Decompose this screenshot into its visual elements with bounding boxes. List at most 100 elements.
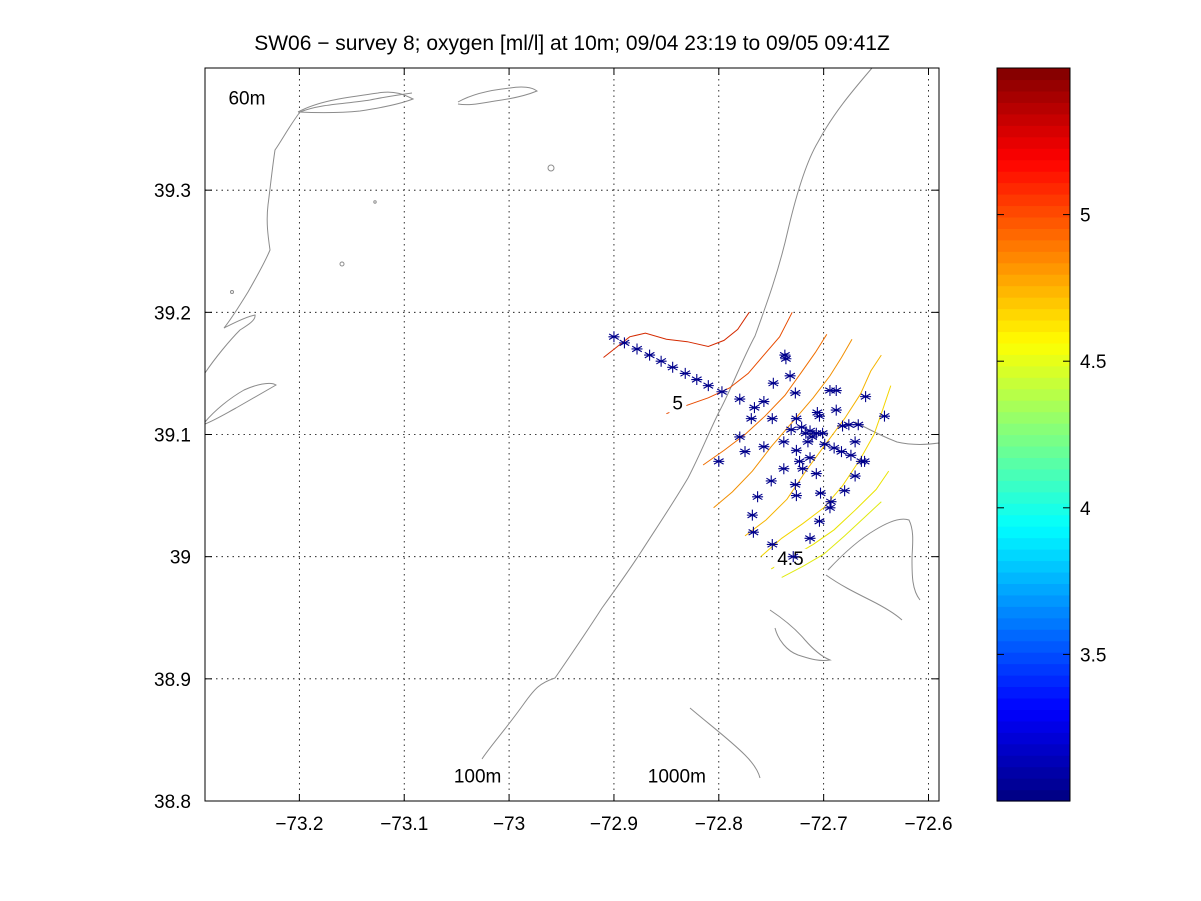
y-tick-label: 38.8	[154, 792, 191, 813]
colorbar-band	[997, 732, 1070, 745]
colorbar-band	[997, 319, 1070, 333]
station-marker	[747, 526, 759, 538]
colorbar-band	[997, 583, 1070, 596]
colorbar-band	[997, 274, 1070, 287]
isobath-speck-4	[230, 290, 234, 294]
colorbar-band	[997, 537, 1070, 550]
depth-label: 100m	[454, 767, 502, 788]
station-marker	[849, 470, 861, 482]
station-marker	[608, 331, 620, 343]
station-marker	[810, 427, 822, 439]
colorbar-band	[997, 342, 1070, 355]
isobath-speck-2	[373, 200, 377, 204]
isobath-shelf-east-2	[827, 518, 921, 601]
y-tick-label: 39	[170, 548, 191, 569]
station-marker	[810, 468, 822, 480]
colorbar-band	[997, 297, 1070, 310]
station-marker	[752, 491, 764, 503]
colorbar-band	[997, 228, 1070, 241]
isobath-canyon	[769, 609, 832, 661]
station-marker	[778, 463, 790, 475]
colorbar-band	[997, 789, 1070, 802]
colorbar-band	[997, 216, 1070, 229]
colorbar-band	[997, 365, 1070, 378]
station-marker	[734, 393, 746, 405]
x-tick-label: −72.8	[695, 814, 743, 835]
colorbar-band	[997, 193, 1070, 207]
y-tick-label: 39.1	[154, 426, 191, 447]
colorbar-tick-label: 4.5	[1080, 352, 1106, 373]
station-marker	[824, 385, 836, 397]
station-marker	[790, 490, 802, 502]
station-marker	[817, 427, 829, 439]
contour-label: 4.5	[777, 549, 803, 570]
station-marker	[843, 419, 855, 431]
station-marker	[835, 446, 847, 458]
station-marker	[813, 515, 825, 527]
colorbar-band	[997, 629, 1070, 642]
contour-label-background	[669, 393, 687, 414]
station-marker	[679, 367, 691, 379]
colorbar-band	[997, 560, 1070, 573]
colorbar-gradient	[997, 68, 1070, 802]
station-marker	[804, 532, 816, 544]
colorbar-band	[997, 182, 1070, 195]
colorbar-band	[997, 423, 1070, 436]
colorbar-band	[997, 778, 1070, 791]
isobath-60m-bank	[457, 86, 538, 106]
station-marker	[766, 538, 778, 550]
isobath-canyon-2	[689, 707, 761, 779]
station-marker	[758, 441, 770, 453]
colorbar-band	[997, 686, 1070, 699]
station-marker	[713, 455, 725, 467]
colorbar-band	[997, 159, 1070, 172]
station-marker	[739, 446, 751, 458]
isobath-100m	[204, 92, 413, 374]
isobath-1000m	[481, 67, 873, 760]
station-marker	[618, 337, 630, 349]
colorbar-band	[997, 251, 1070, 264]
station-marker	[766, 413, 778, 425]
colorbar-band	[997, 308, 1070, 321]
station-marker	[797, 463, 809, 475]
chart-title: SW06 − survey 8; oxygen [ml/l] at 10m; 0…	[254, 32, 890, 55]
colorbar-band	[997, 743, 1070, 756]
oxygen-contour-line	[744, 354, 882, 537]
station-marker	[765, 475, 777, 487]
station-marker	[779, 349, 791, 361]
colorbar-band	[997, 640, 1070, 653]
station-marker	[830, 385, 842, 397]
colorbar-band	[997, 720, 1070, 733]
oxygen-contour-line	[713, 338, 853, 509]
station-marker	[815, 487, 827, 499]
colorbar-band	[997, 709, 1070, 722]
isobath-100m-island	[204, 382, 277, 425]
station-marker	[745, 413, 757, 425]
station-marker	[790, 444, 802, 456]
isobath-shelf-east	[854, 421, 940, 445]
oxygen-contour-line	[781, 501, 882, 578]
colorbar-band	[997, 68, 1070, 81]
station-marker	[716, 386, 728, 398]
colorbar-band	[997, 675, 1070, 688]
colorbar-band	[997, 434, 1070, 447]
colorbar-band	[997, 652, 1070, 665]
colorbar-band	[997, 755, 1070, 768]
station-marker	[813, 410, 825, 422]
isobath-shelf-south	[825, 574, 903, 621]
colorbar-band	[997, 148, 1070, 161]
x-tick-label: −73	[493, 814, 525, 835]
colorbar-band	[997, 549, 1070, 562]
station-marker	[828, 442, 840, 454]
colorbar-band	[997, 457, 1070, 470]
x-tick-label: −72.6	[904, 814, 952, 835]
station-marker	[806, 431, 818, 443]
station-marker	[845, 449, 857, 461]
station-marker	[748, 402, 760, 414]
station-marker	[811, 407, 823, 419]
colorbar-band	[997, 102, 1070, 115]
isobath-speck-3	[547, 164, 555, 172]
station-marker	[789, 479, 801, 491]
colorbar-band	[997, 503, 1070, 516]
